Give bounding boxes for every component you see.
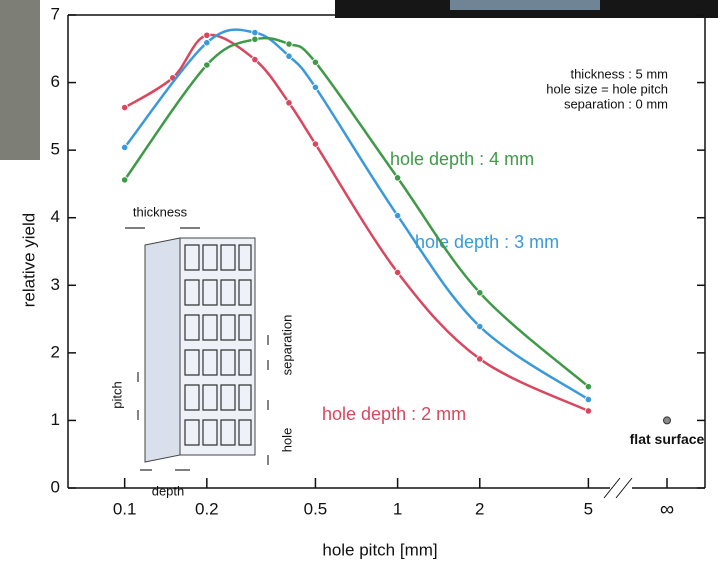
annotation: thickness : 5 mm bbox=[570, 66, 668, 81]
x-tick-label: ∞ bbox=[660, 498, 674, 520]
y-tick-label: 4 bbox=[51, 207, 60, 226]
flat-surface-point bbox=[663, 416, 671, 425]
data-point bbox=[121, 143, 129, 152]
data-point bbox=[251, 35, 259, 43]
data-point bbox=[311, 83, 320, 91]
diagram-label: hole bbox=[279, 428, 294, 453]
background-photo bbox=[0, 0, 40, 160]
data-point bbox=[394, 212, 402, 220]
series-line bbox=[124, 33, 589, 413]
series-label: hole depth : 3 mm bbox=[415, 232, 559, 252]
data-point bbox=[394, 174, 402, 182]
y-tick-label: 0 bbox=[51, 477, 60, 496]
x-tick-label: 0.2 bbox=[195, 499, 219, 518]
data-point bbox=[584, 395, 592, 404]
diagram-label: pitch bbox=[109, 381, 124, 408]
x-tick-label: 0.1 bbox=[113, 499, 137, 518]
diagram-label: separation bbox=[279, 315, 294, 376]
y-axis-label: relative yield bbox=[19, 213, 38, 308]
diagram-label: thickness bbox=[133, 204, 188, 219]
y-tick-label: 5 bbox=[51, 140, 60, 159]
data-point bbox=[251, 28, 259, 37]
axis-break bbox=[603, 477, 633, 499]
diagram bbox=[125, 227, 269, 471]
data-point bbox=[285, 40, 293, 48]
data-point bbox=[285, 99, 293, 107]
data-point bbox=[121, 103, 129, 112]
data-point bbox=[285, 52, 293, 60]
annotation: hole size = hole pitch bbox=[546, 81, 668, 96]
x-tick-label: 1 bbox=[393, 499, 402, 518]
data-point bbox=[476, 355, 484, 363]
data-point bbox=[476, 289, 484, 297]
flat-surface-label: flat surface bbox=[630, 431, 705, 447]
data-point bbox=[311, 140, 320, 148]
data-point bbox=[311, 58, 320, 66]
y-tick-label: 7 bbox=[51, 4, 60, 23]
data-point bbox=[251, 55, 259, 64]
x-tick-label: 2 bbox=[475, 499, 484, 518]
series-label: hole depth : 2 mm bbox=[322, 404, 466, 424]
data-point bbox=[476, 322, 484, 331]
annotation: separation : 0 mm bbox=[564, 96, 668, 111]
x-tick-label: 0.5 bbox=[304, 499, 328, 518]
x-axis-label: hole pitch [mm] bbox=[322, 540, 437, 559]
data-point bbox=[584, 407, 592, 415]
data-point bbox=[584, 383, 592, 391]
data-point bbox=[203, 39, 211, 47]
x-tick-label: 5 bbox=[584, 499, 593, 518]
data-point bbox=[121, 176, 129, 184]
data-point bbox=[203, 61, 211, 69]
diagram-label: depth bbox=[152, 483, 185, 498]
y-tick-label: 2 bbox=[51, 342, 60, 361]
background-photo bbox=[450, 0, 600, 10]
y-tick-label: 3 bbox=[51, 275, 60, 294]
series-label: hole depth : 4 mm bbox=[390, 149, 534, 169]
y-tick-label: 1 bbox=[51, 410, 60, 429]
y-tick-label: 6 bbox=[51, 72, 60, 91]
data-point bbox=[394, 268, 402, 277]
data-point bbox=[203, 31, 211, 39]
